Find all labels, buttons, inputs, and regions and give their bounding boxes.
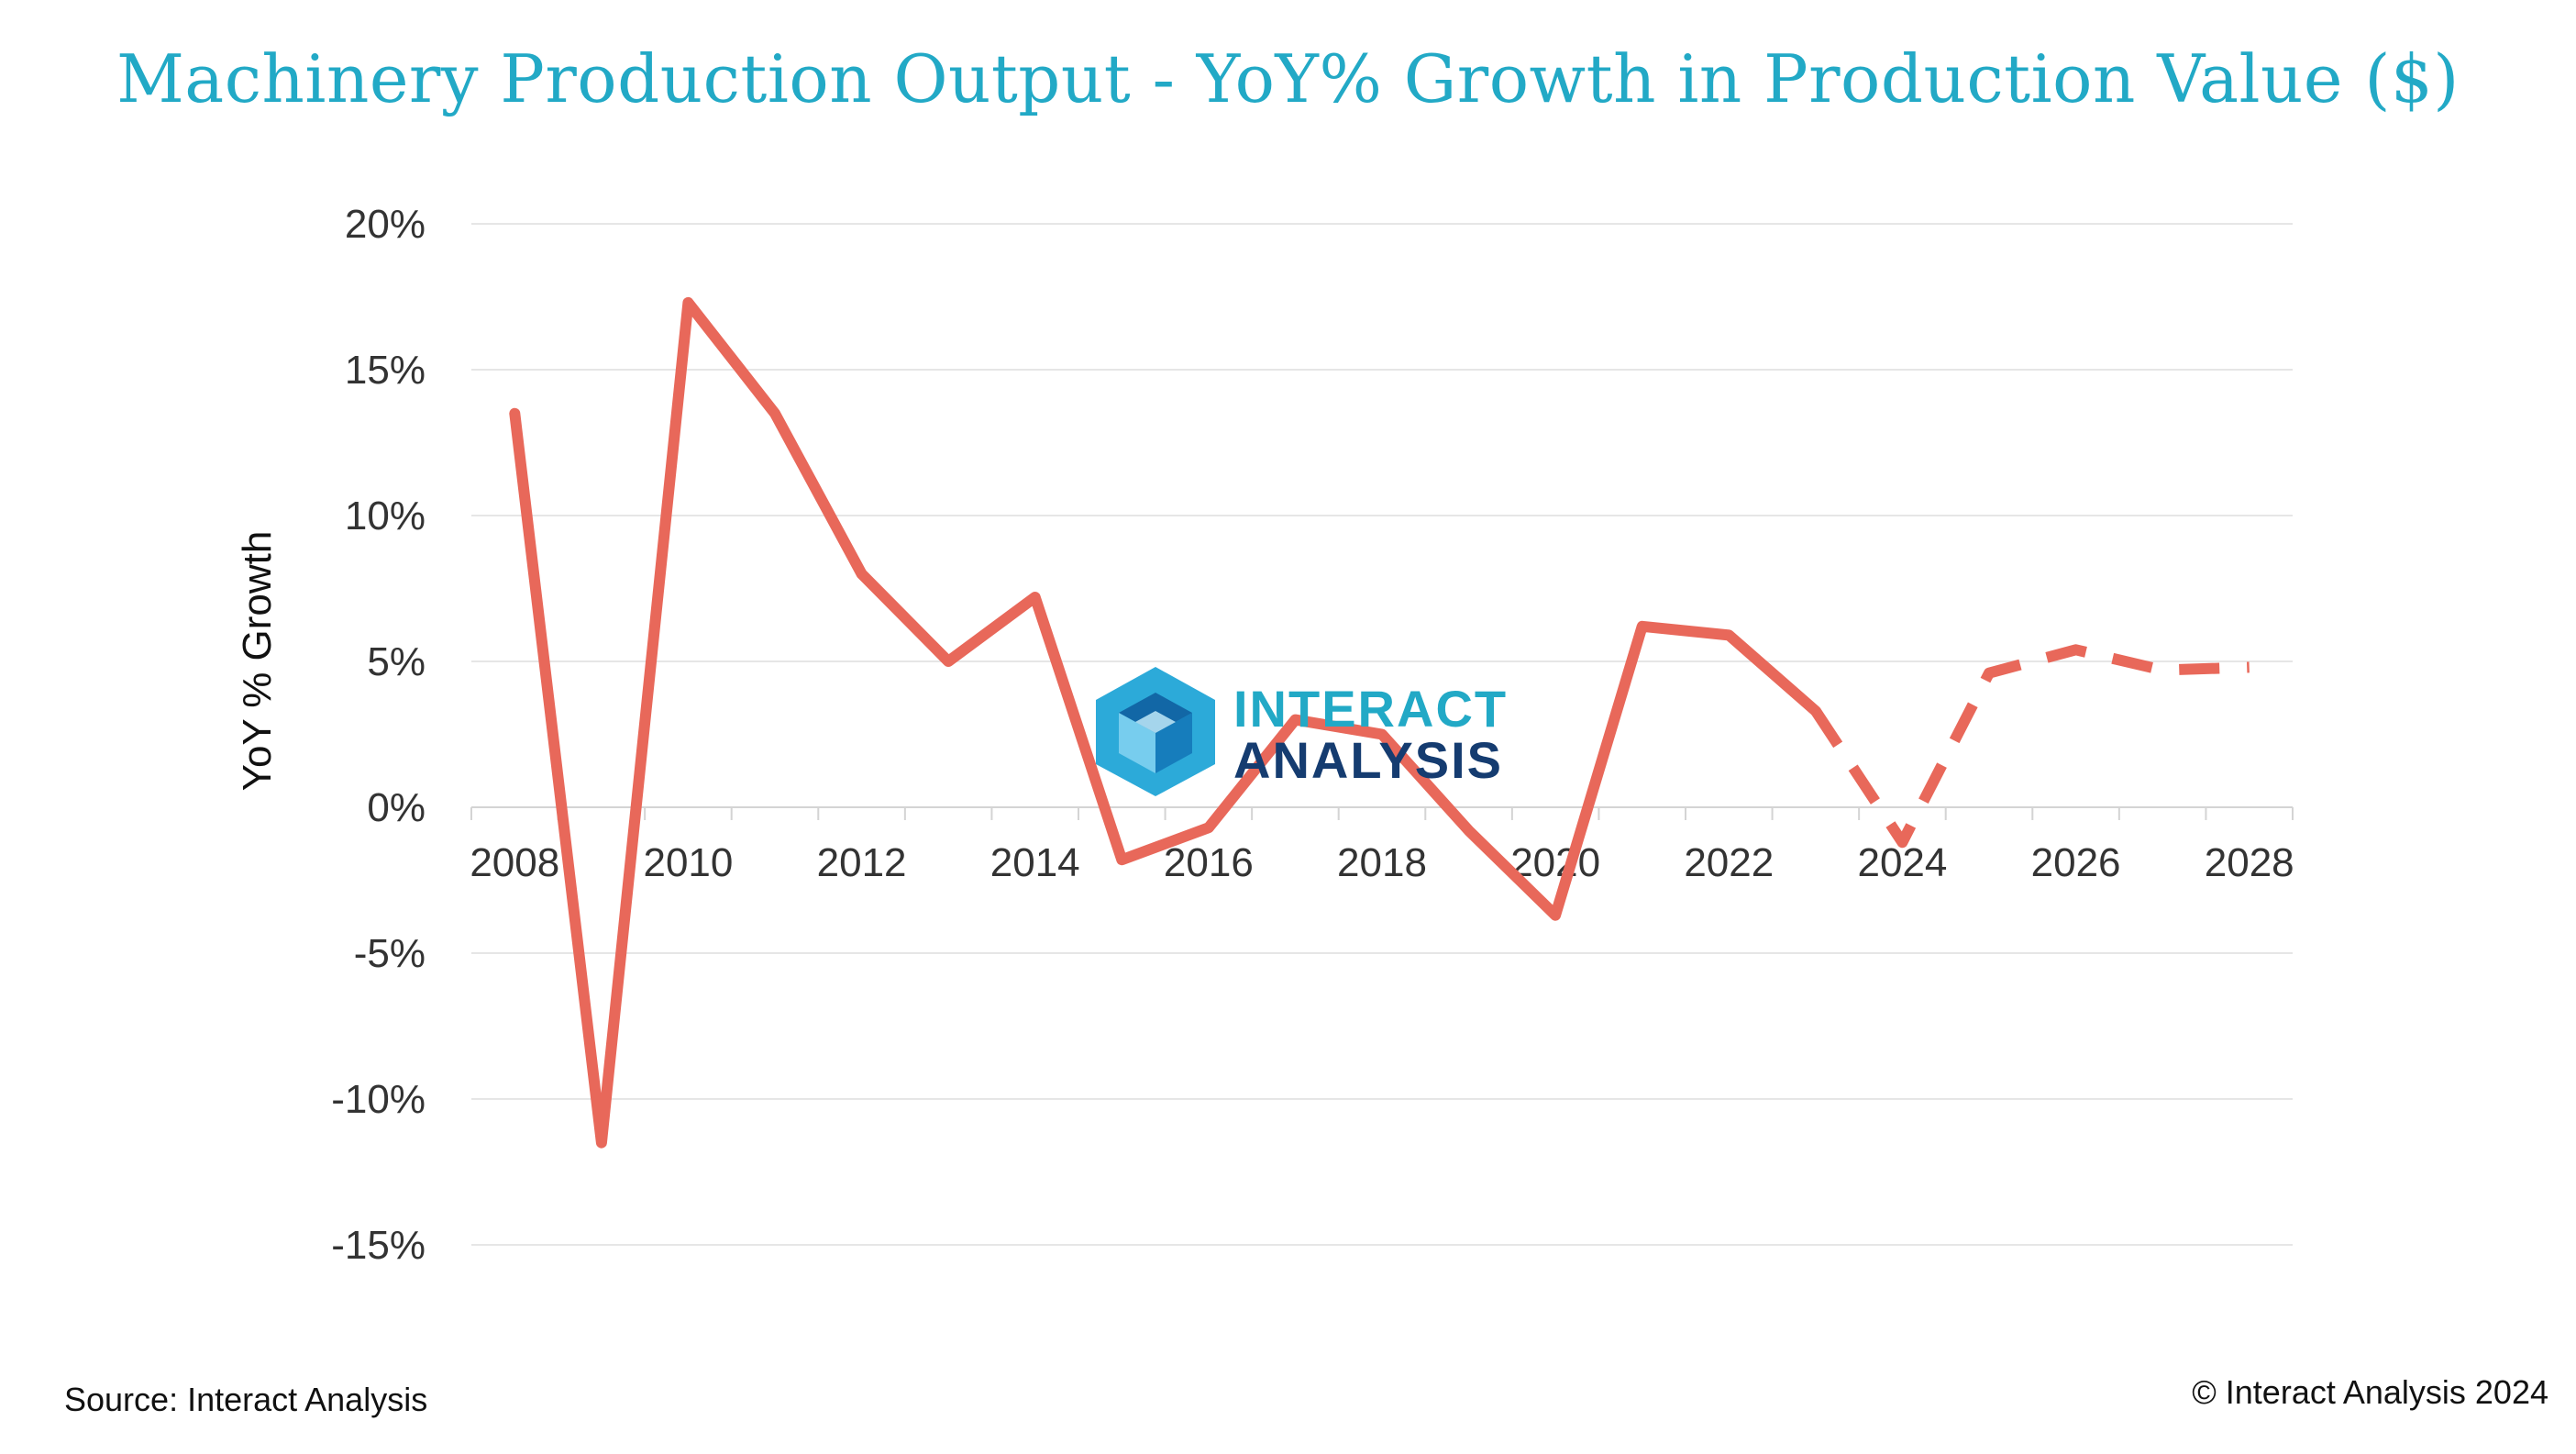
series-lines — [509, 296, 2250, 1149]
y-axis-label: YoY % Growth — [235, 531, 280, 792]
x-tick-label: 2026 — [2031, 840, 2121, 885]
y-tick-label: 20% — [345, 202, 426, 247]
gridlines — [471, 223, 2293, 1246]
y-tick-label: 5% — [367, 639, 426, 684]
x-tick-label: 2010 — [643, 840, 733, 885]
y-tick-label: -5% — [354, 931, 426, 976]
source-note: Source: Interact Analysis — [64, 1381, 428, 1418]
y-tick-label: 15% — [345, 348, 426, 393]
x-tick-label: 2014 — [990, 840, 1080, 885]
x-tick-label: 2012 — [817, 840, 907, 885]
chart-title: Machinery Production Output - YoY% Growt… — [116, 40, 2460, 117]
x-axis — [470, 807, 2294, 820]
x-tick-labels: 2008 2010 2012 2014 2016 2018 2020 2022 2024 2026… — [470, 840, 2294, 885]
x-tick-label: 2020 — [1510, 840, 1600, 885]
y-tick-label: -15% — [331, 1223, 426, 1268]
y-tick-label: 0% — [367, 785, 426, 830]
x-tick-label: 2028 — [2205, 840, 2294, 885]
x-tick-label: 2008 — [470, 840, 559, 885]
y-tick-label: -10% — [331, 1077, 426, 1122]
cube-logo-icon — [1096, 667, 1215, 796]
copyright-note: © Interact Analysis 2024 — [2192, 1373, 2548, 1411]
y-tick-label: 10% — [345, 494, 426, 538]
y-tick-labels: 20% 15% 10% 5% 0% -5% -10% -15% — [331, 202, 426, 1268]
series-line-actual — [509, 296, 1821, 1149]
watermark-line-2: ANALYSIS — [1233, 731, 1504, 789]
watermark-line-1: INTERACT — [1233, 680, 1509, 738]
x-tick-label: 2018 — [1337, 840, 1427, 885]
x-tick-label: 2016 — [1164, 840, 1254, 885]
interact-analysis-watermark: INTERACT ANALYSIS — [1091, 665, 1513, 798]
x-tick-label: 2022 — [1684, 840, 1774, 885]
